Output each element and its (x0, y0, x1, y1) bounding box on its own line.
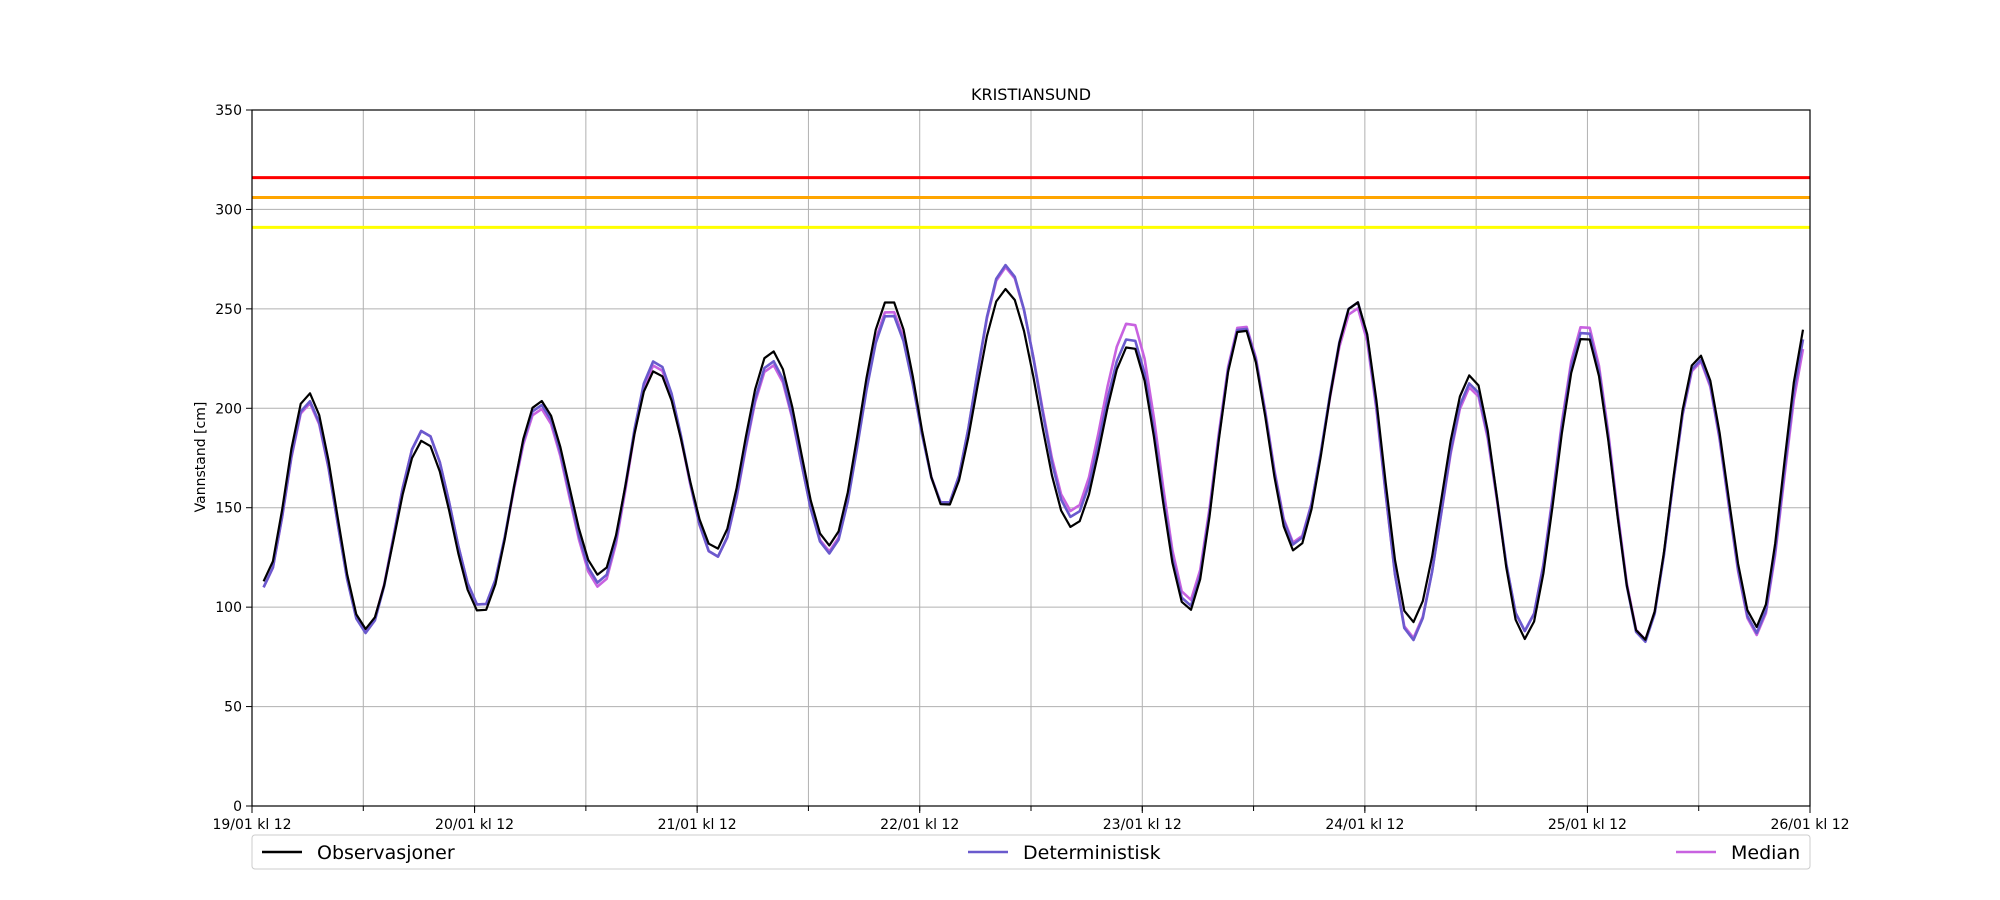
x-tick-label: 19/01 kl 12 (212, 817, 291, 833)
legend-box (251, 834, 1811, 870)
y-tick-label: 100 (215, 600, 242, 616)
y-tick-label: 250 (215, 302, 242, 318)
legend-label: Observasjoner (317, 842, 455, 864)
threshold-lines (252, 176, 1810, 229)
legend-label: Median (1731, 842, 1800, 864)
y-tick-label: 50 (224, 700, 242, 716)
chart-title: KRISTIANSUND (971, 85, 1091, 104)
series-lines (262, 263, 1805, 643)
y-tick-label: 350 (215, 103, 242, 119)
legend: Observasjoner Deterministisk Median (251, 834, 1811, 870)
y-axis-label: Vannstand [cm] (193, 402, 209, 513)
grid (252, 110, 1810, 806)
x-tick-label: 20/01 kl 12 (435, 817, 514, 833)
x-tick-label: 21/01 kl 12 (658, 817, 737, 833)
x-tick-label: 22/01 kl 12 (880, 817, 959, 833)
y-tick-label: 200 (215, 401, 242, 417)
x-tick-label: 25/01 kl 12 (1548, 817, 1627, 833)
x-tick-label: 23/01 kl 12 (1103, 817, 1182, 833)
x-tick-label: 24/01 kl 12 (1325, 817, 1404, 833)
y-tick-label: 0 (233, 799, 242, 815)
x-tick-label: 26/01 kl 12 (1770, 817, 1849, 833)
legend-label: Deterministisk (1023, 842, 1161, 864)
axes: 0 50 100 150 200 250 300 350 19/01 kl 12 20/01 kl… (212, 103, 1849, 833)
y-tick-label: 300 (215, 202, 242, 218)
y-tick-label: 150 (215, 501, 242, 517)
series-line-obs (262, 287, 1805, 641)
